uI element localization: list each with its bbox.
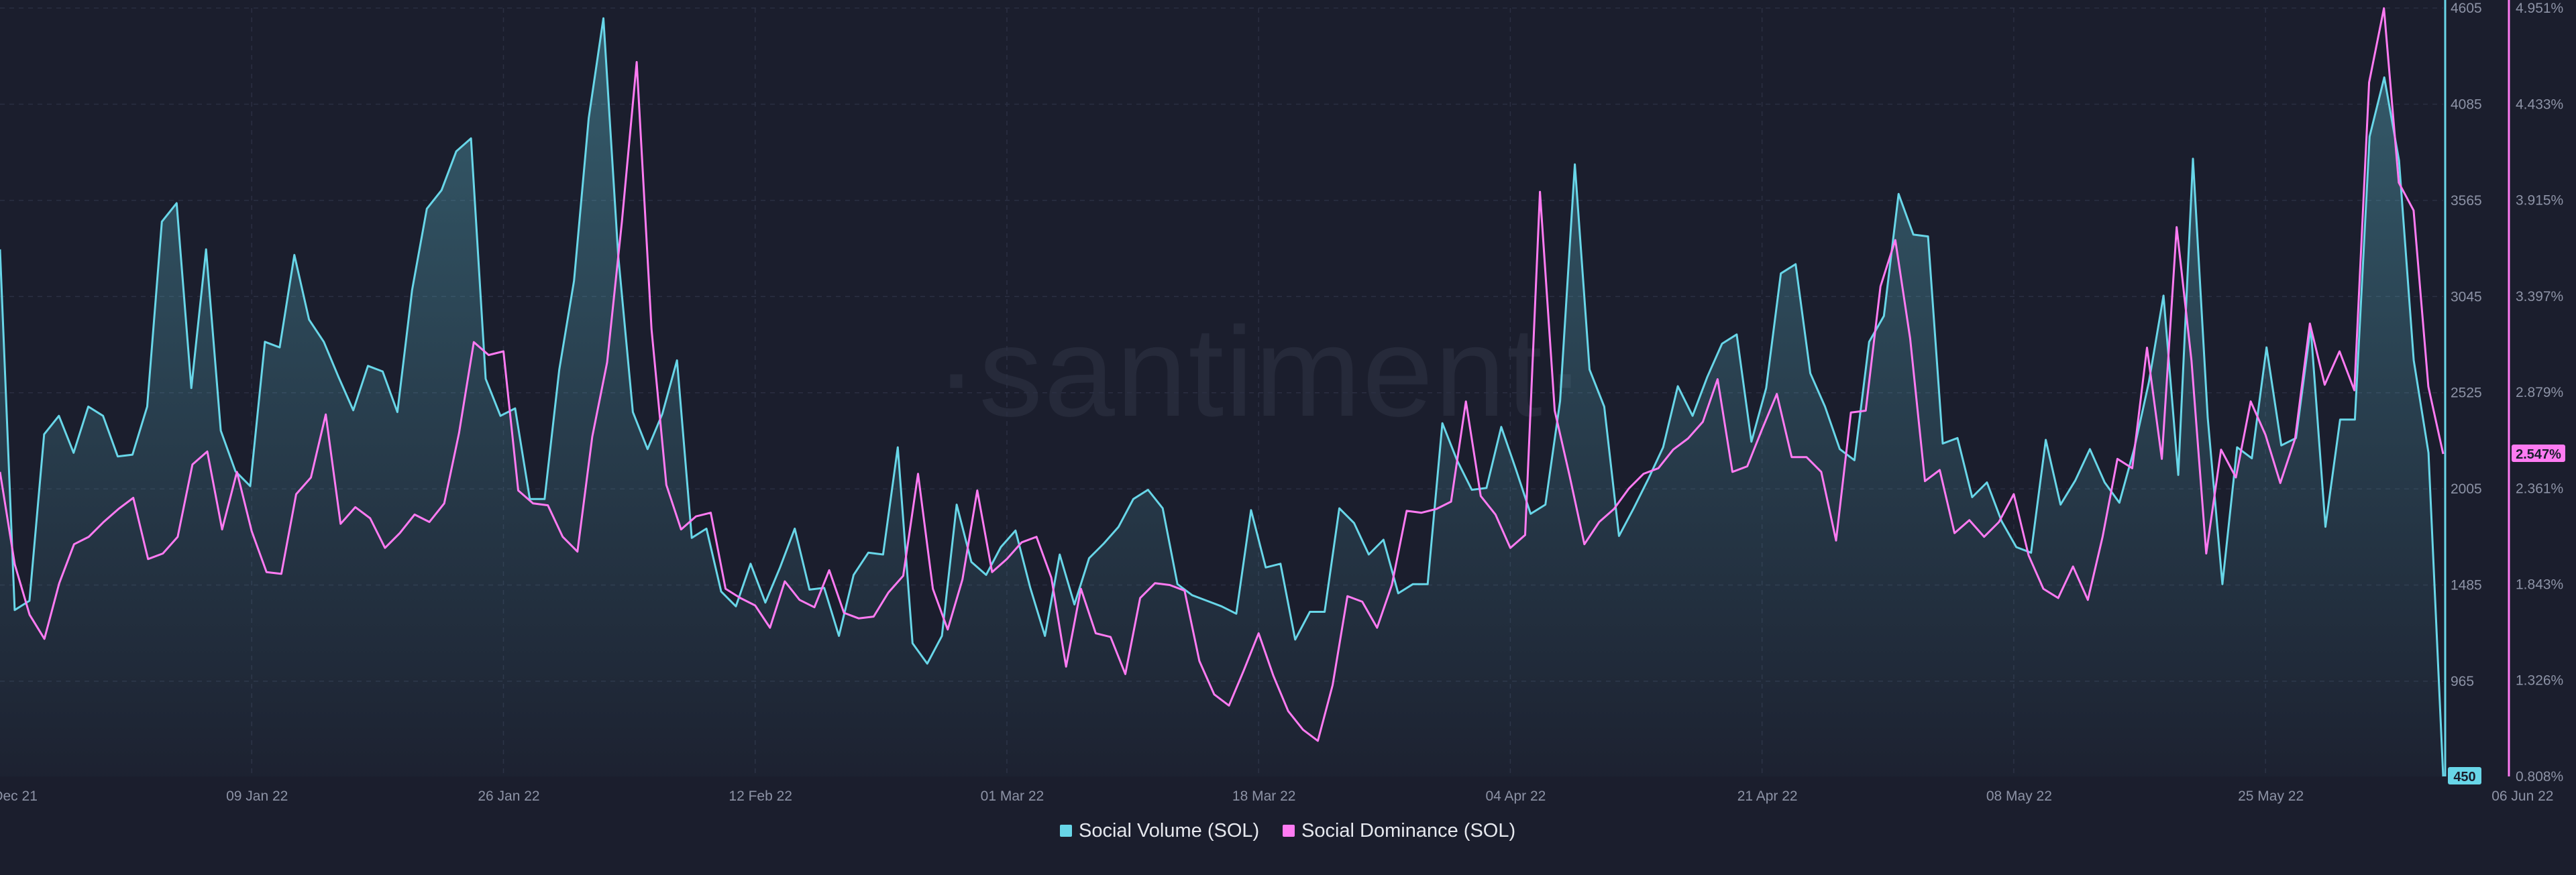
y-left-tick-label: 4605 [2451,1,2482,16]
legend[interactable]: Social Volume (SOL) Social Dominance (SOL… [1060,820,1515,841]
y-right-tick-label: 4.433% [2516,97,2563,112]
axes: 965 1485 2005 2525 3045 3565 4085 4605 0.808% 1.3… [0,0,2565,804]
social-volume-line [0,17,2445,777]
legend-item-social-dominance[interactable]: Social Dominance (SOL) [1283,820,1515,841]
x-tick-label: 04 Apr 22 [1485,789,1546,804]
y-left-tick-label: 2525 [2451,386,2482,401]
volume-area-layer [0,18,2443,777]
x-tick-label: 18 Mar 22 [1232,789,1296,804]
y-left-tick-label: 1485 [2451,578,2482,593]
y-left-tick-label: 965 [2451,674,2474,689]
x-tick-label: 21 Apr 22 [1737,789,1798,804]
y-left-tick-label: 3045 [2451,289,2482,304]
watermark: ·santiment· [935,301,1587,443]
dominance-current-badge-label: 2.547% [2516,447,2561,462]
volume-min-badge [2448,767,2481,784]
legend-swatch [1283,825,1295,837]
legend-label: Social Volume (SOL) [1079,820,1259,841]
x-tick-label: 12 Feb 22 [729,789,792,804]
x-tick-label: 09 Jan 22 [226,789,288,804]
y-right-tick-label: 0.808% [2516,769,2563,784]
y-right-tick-label: 2.361% [2516,481,2563,496]
x-tick-label: 26 Jan 22 [478,789,539,804]
social-dominance-line [0,7,2445,742]
x-tick-label: 25 May 22 [2238,789,2304,804]
y-right-tick-label: 1.326% [2516,673,2563,689]
volume-min-badge-label: 450 [2453,770,2475,784]
y-right-tick-label: 2.879% [2516,385,2563,400]
legend-label: Social Dominance (SOL) [1301,820,1515,841]
dominance-current-badge [2512,444,2565,462]
x-tick-label: 06 Jun 22 [2491,789,2553,804]
y-right-tick-label: 1.843% [2516,577,2563,593]
y-right-tick-label: 4.951% [2516,1,2563,16]
legend-item-social-volume[interactable]: Social Volume (SOL) [1060,820,1259,841]
legend-swatch [1060,825,1072,837]
x-tick-label: 01 Mar 22 [981,789,1044,804]
x-tick-label: 08 May 22 [1986,789,2052,804]
y-right-tick-label: 3.397% [2516,289,2563,304]
y-left-tick-label: 3565 [2451,193,2482,209]
series-lines [0,7,2445,777]
y-left-tick-label: 2005 [2451,481,2482,497]
y-right-tick-label: 3.915% [2516,193,2563,209]
volume-area [0,18,2443,777]
x-tick-label: 23 Dec 21 [0,789,38,804]
y-left-tick-label: 4085 [2451,97,2482,112]
